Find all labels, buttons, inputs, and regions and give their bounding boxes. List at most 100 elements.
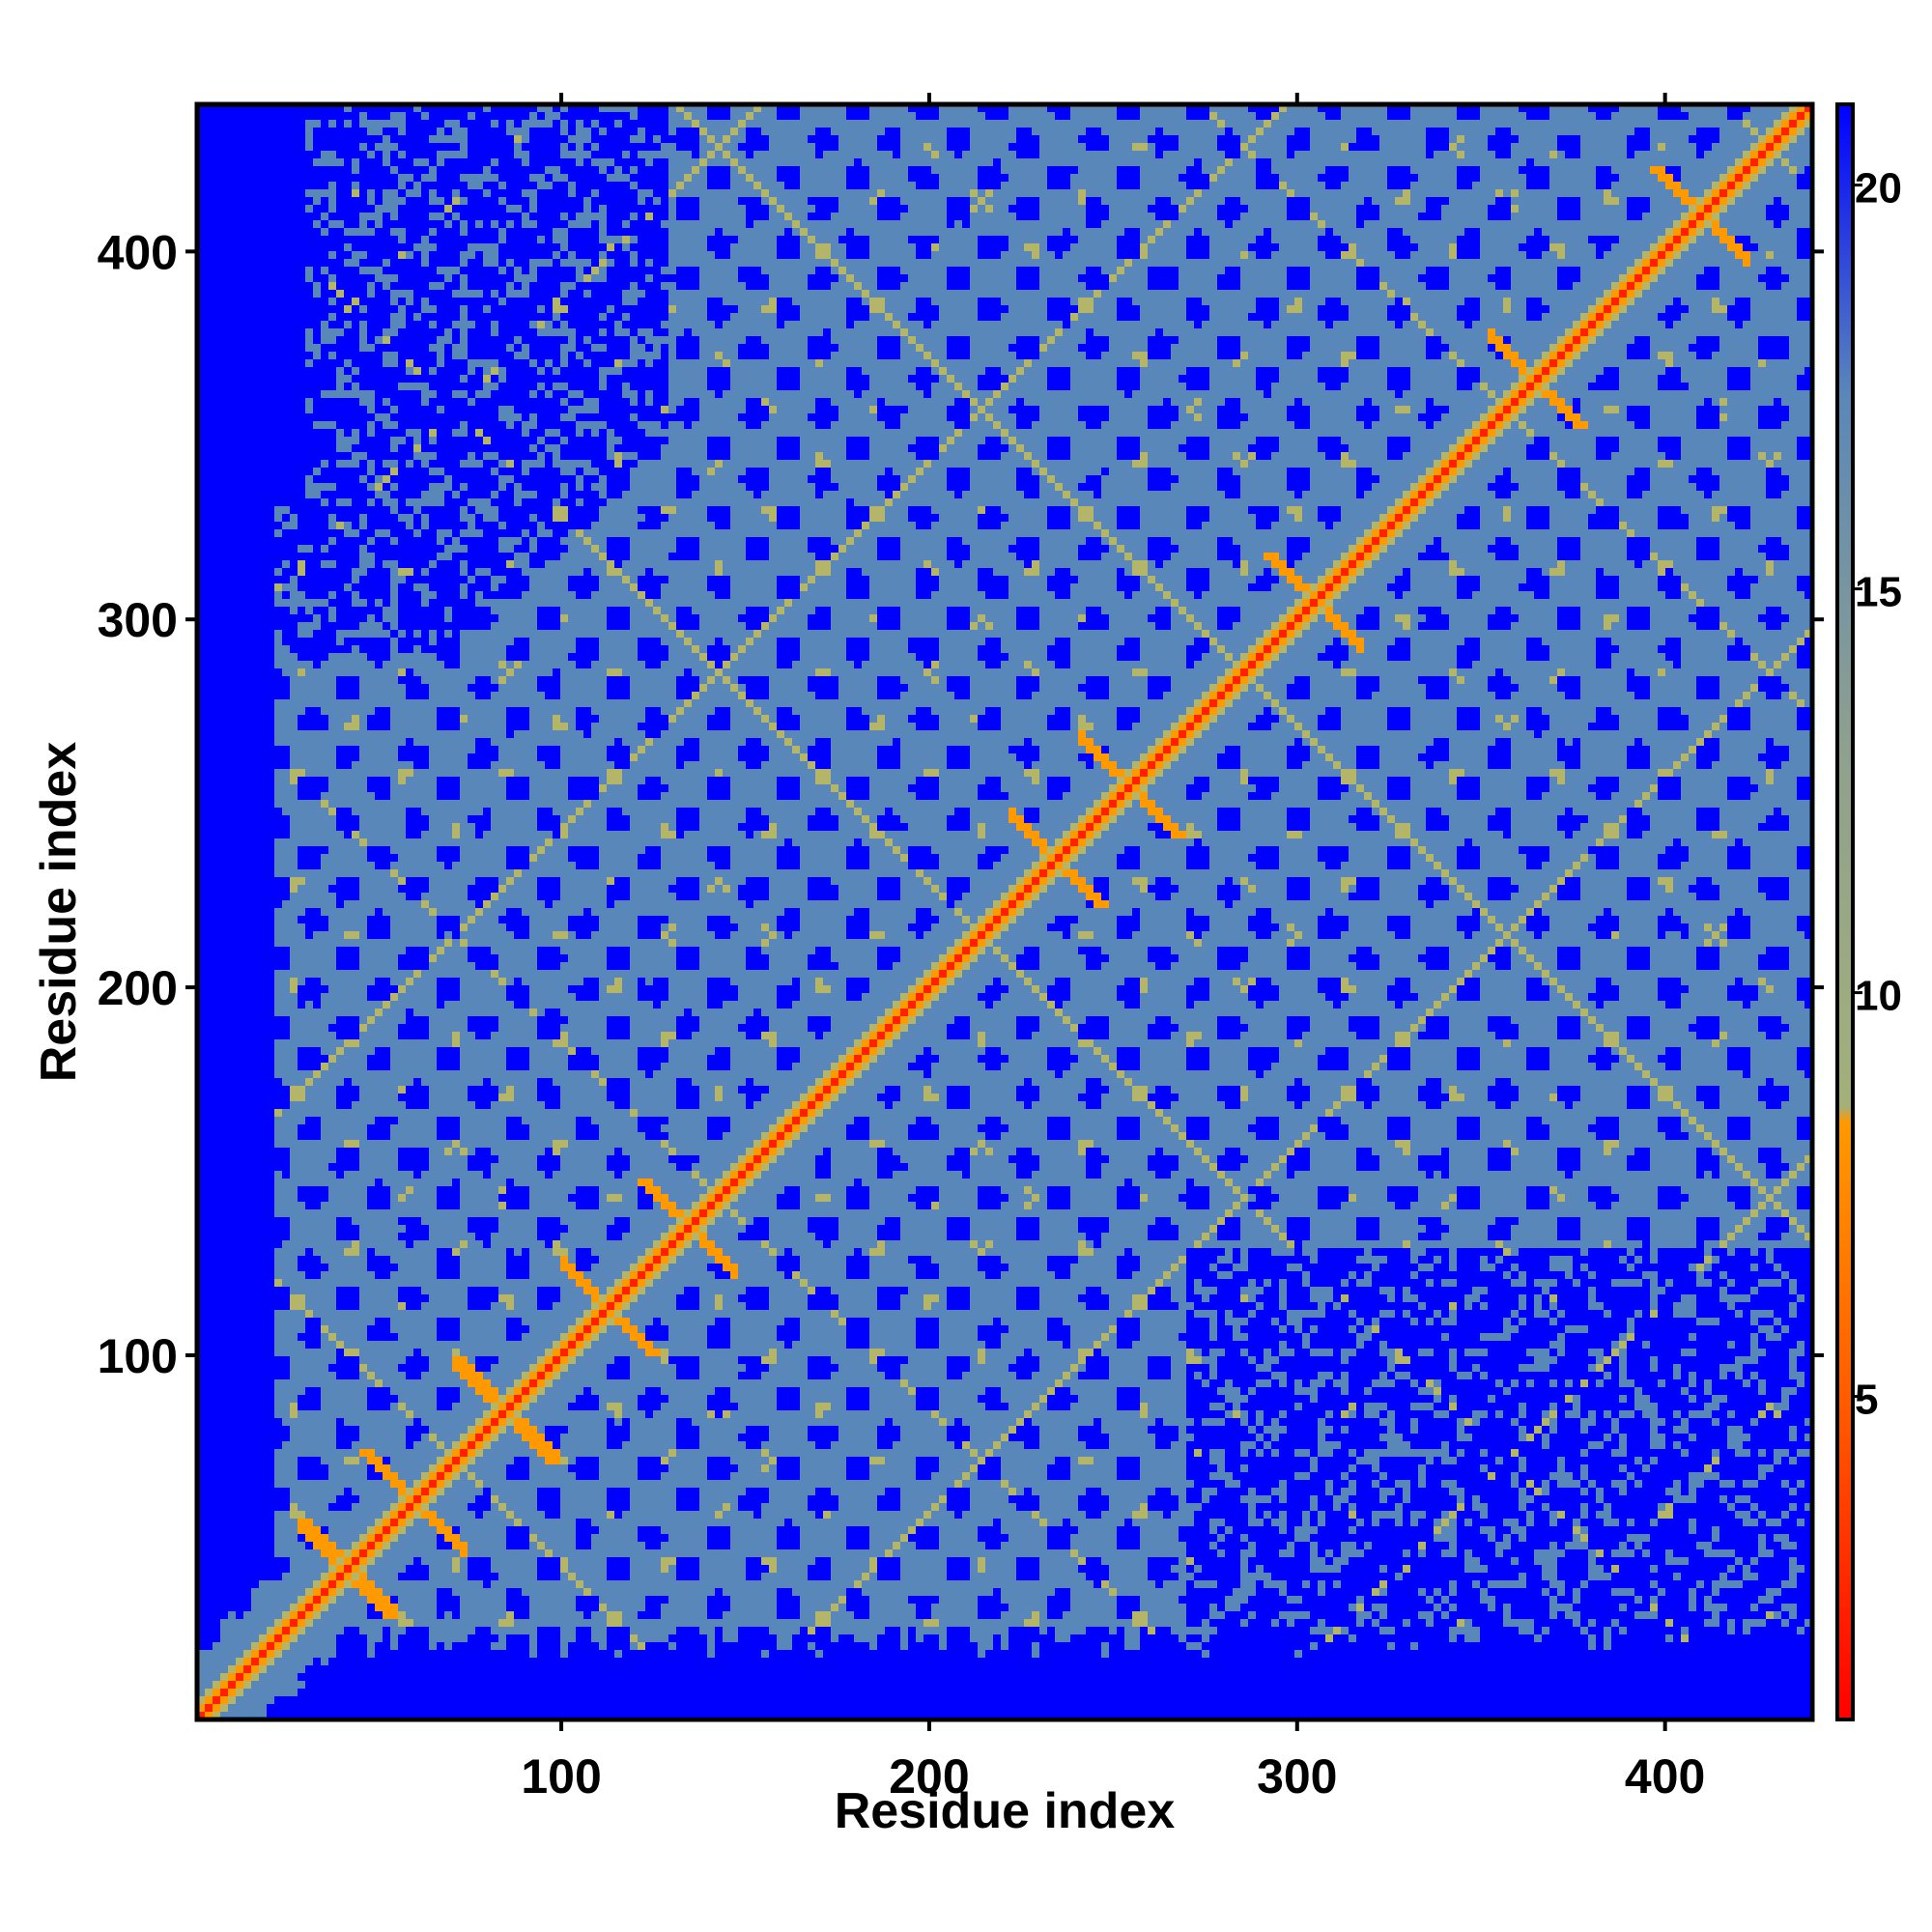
heatmap-cell-run [638,1279,645,1287]
heatmap-cell-run [668,723,707,730]
heatmap-cell-run [1519,1503,1526,1511]
heatmap-cell-run [1094,753,1109,761]
heatmap-cell-run [1024,869,1032,877]
heatmap-cell-run [1264,1511,1271,1519]
heatmap-cell-run [398,1264,437,1271]
heatmap-cell-run [1233,1410,1240,1418]
heatmap-cell-run [1449,947,1488,954]
heatmap-cell-run [1634,1542,1642,1549]
heatmap-cell-run [1410,1202,1441,1209]
heatmap-cell-run [220,1627,267,1634]
heatmap-cell-run [468,939,668,947]
heatmap-cell-run [1070,1271,1117,1279]
heatmap-cell-run [1549,978,1557,985]
heatmap-cell-run [661,1565,668,1573]
heatmap-cell-run [1750,1209,1758,1217]
heatmap-cell-run [1511,877,1557,885]
heatmap-cell-run [831,1372,885,1379]
heatmap-cell-run [1472,1418,1480,1426]
heatmap-cell-run [661,1140,668,1148]
heatmap-cell-run [560,753,607,761]
heatmap-cell-run [591,707,645,715]
heatmap-cell-run [1070,715,1078,723]
heatmap-cell-run [916,1627,947,1634]
heatmap-cell-run [900,954,939,962]
heatmap-cell-run [328,1596,336,1604]
heatmap-cell-run [1650,947,1696,954]
heatmap-cell-run [1549,1063,1596,1070]
heatmap-cell-run [1758,1209,1781,1217]
heatmap-cell-run [769,893,808,900]
heatmap-cell-run [993,939,1194,947]
heatmap-cell-run [869,1202,916,1209]
heatmap-cell-run [514,1410,522,1418]
heatmap-cell-run [1248,676,1256,684]
heatmap-cell-run [429,1101,475,1109]
heatmap-cell-run [869,1248,885,1256]
heatmap-cell-run [1457,1503,1464,1511]
heatmap-cell-run [321,792,375,800]
heatmap-cell-run [1356,784,1364,792]
heatmap-cell-run [1588,1009,1812,1016]
heatmap-cell-run [738,1155,746,1163]
heatmap-cell-run [529,1364,537,1372]
heatmap-cell-run [568,931,576,939]
heatmap-cell-run [1426,1009,1434,1016]
heatmap-cell-run [1403,622,1410,630]
heatmap-cell-run [1410,614,1426,622]
heatmap-cell-run [560,692,607,699]
heatmap-cell-run [908,985,916,993]
heatmap-cell-run [939,1542,985,1549]
heatmap-cell-run [723,1132,761,1140]
heatmap-cell-run [1302,1240,1403,1248]
heatmap-cell-run [1573,1619,1580,1627]
heatmap-cell-run [1488,916,1495,923]
heatmap-cell-run [1418,1024,1426,1032]
heatmap-cell-run [1480,645,1526,653]
heatmap-cell-run [869,1039,877,1047]
heatmap-cell-run [831,1611,854,1619]
heatmap-cell-run [800,792,838,800]
heatmap-cell-run [1719,947,1766,954]
heatmap-cell-run [808,1117,815,1124]
heatmap-cell-run [1032,1418,1094,1426]
heatmap-cell-run [978,931,985,939]
heatmap-cell-run [1155,815,1171,823]
heatmap-cell-run [1356,769,1449,777]
heatmap-cell-run [730,1202,777,1209]
heatmap-cell-run [723,1186,730,1194]
heatmap-cell-run [1410,1248,1426,1256]
heatmap-cell-run [1418,993,1441,1001]
heatmap-cell-run [1766,769,1774,777]
heatmap-cell-run [460,1179,506,1186]
heatmap-cell-run [707,1179,715,1186]
heatmap-cell-run [267,1665,305,1673]
heatmap-cell-run [1735,1557,1743,1565]
heatmap-cell-run [885,1240,970,1248]
heatmap-cell-run [1549,1604,1573,1611]
heatmap-cell-run [1294,1526,1318,1534]
heatmap-cell-run [1279,985,1318,993]
heatmap-cell-run [1341,1387,1349,1395]
heatmap-cell-run [328,1472,367,1480]
heatmap-cell-run [321,908,375,916]
heatmap-cell-run [321,707,375,715]
heatmap-cell-run [1179,1495,1186,1503]
heatmap-cell-run [1611,638,1665,645]
heatmap-cell-run [1341,1410,1349,1418]
heatmap-cell-run [1542,893,1549,900]
heatmap-cell-run [869,1596,908,1604]
heatmap-cell-run [1549,1194,1557,1202]
heatmap-cell-run [460,1117,506,1124]
heatmap-cell-run [838,1302,877,1310]
heatmap-cell-run [506,877,514,885]
heatmap-cell-run [630,1109,638,1117]
heatmap-cell-run [699,684,707,692]
heatmap-cell-run [1279,638,1287,645]
heatmap-cell-run [413,1240,460,1248]
heatmap-cell-run [1233,684,1240,692]
heatmap-cell-run [831,1604,838,1611]
heatmap-cell-run [421,1302,468,1310]
heatmap-cell-run [1619,614,1627,622]
heatmap-cell-run [1580,1163,1627,1171]
